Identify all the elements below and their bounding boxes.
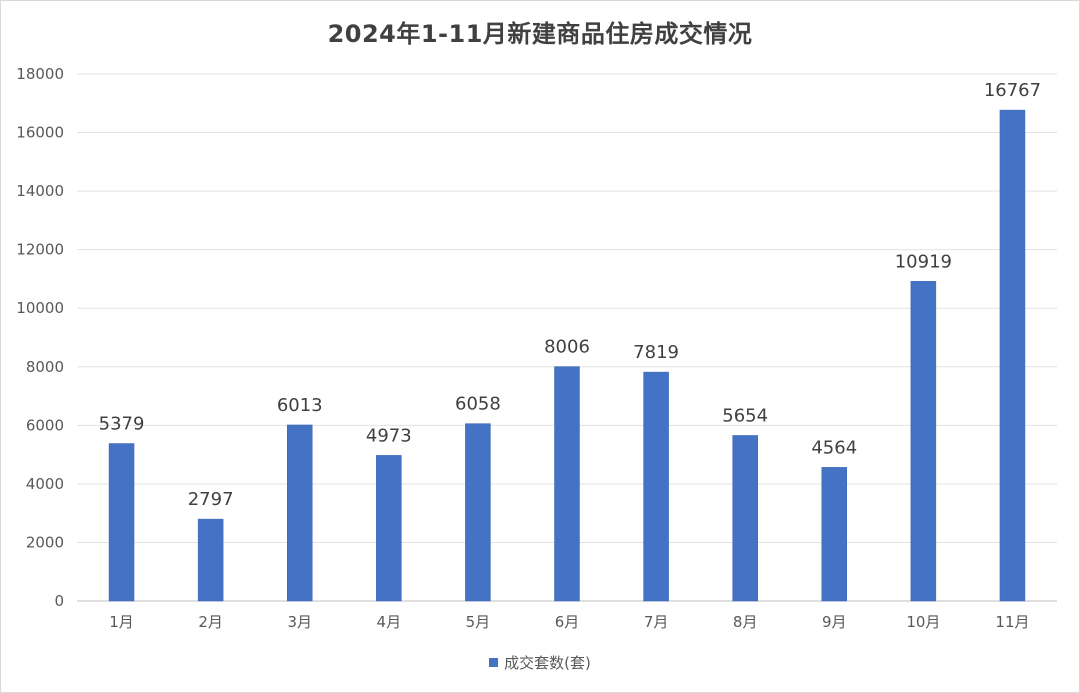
x-tick-label: 7月 <box>644 613 669 631</box>
y-tick-label: 2000 <box>26 533 64 551</box>
x-tick-label: 10月 <box>906 613 940 631</box>
y-tick-label: 10000 <box>16 299 64 317</box>
data-label: 10919 <box>895 251 952 272</box>
bar <box>376 455 402 602</box>
x-tick-label: 3月 <box>287 613 312 631</box>
y-tick-label: 18000 <box>16 65 64 83</box>
y-tick-label: 6000 <box>26 416 64 434</box>
legend-swatch <box>489 658 499 667</box>
x-tick-label: 5月 <box>466 613 491 631</box>
legend-label: 成交套数(套) <box>504 654 591 672</box>
x-tick-label: 2月 <box>198 613 223 631</box>
bar <box>910 281 937 602</box>
data-label: 4564 <box>811 437 857 458</box>
data-label: 5654 <box>722 405 768 426</box>
data-label: 7819 <box>633 342 679 363</box>
y-tick-label: 0 <box>54 592 64 610</box>
y-tick-label: 16000 <box>16 124 64 142</box>
y-tick-label: 4000 <box>26 475 64 493</box>
data-label: 8006 <box>544 337 590 358</box>
bar <box>732 435 758 602</box>
y-tick-label: 14000 <box>16 182 64 200</box>
bar <box>821 467 848 602</box>
x-tick-label: 9月 <box>822 613 847 631</box>
data-label: 6013 <box>277 395 323 416</box>
bar <box>999 109 1026 602</box>
chart-title: 2024年1-11月新建商品住房成交情况 <box>327 20 753 48</box>
x-tick-label: 11月 <box>995 613 1029 631</box>
bar <box>108 443 135 602</box>
data-label: 5379 <box>99 414 145 435</box>
bar <box>286 424 313 602</box>
y-tick-label: 8000 <box>26 358 64 376</box>
x-tick-label: 6月 <box>555 613 580 631</box>
bar <box>554 366 580 602</box>
x-tick-label: 4月 <box>377 613 402 631</box>
bar <box>197 518 224 602</box>
x-tick-label: 8月 <box>733 613 758 631</box>
bar <box>465 423 491 602</box>
x-tick-label: 1月 <box>109 613 134 631</box>
data-label: 6058 <box>455 394 501 415</box>
chart-legend: 成交套数(套) <box>0 652 1080 673</box>
bar <box>643 371 669 602</box>
data-label: 2797 <box>188 489 234 510</box>
y-tick-label: 12000 <box>16 241 64 259</box>
data-label: 16767 <box>984 80 1041 101</box>
data-label: 4973 <box>366 425 412 446</box>
